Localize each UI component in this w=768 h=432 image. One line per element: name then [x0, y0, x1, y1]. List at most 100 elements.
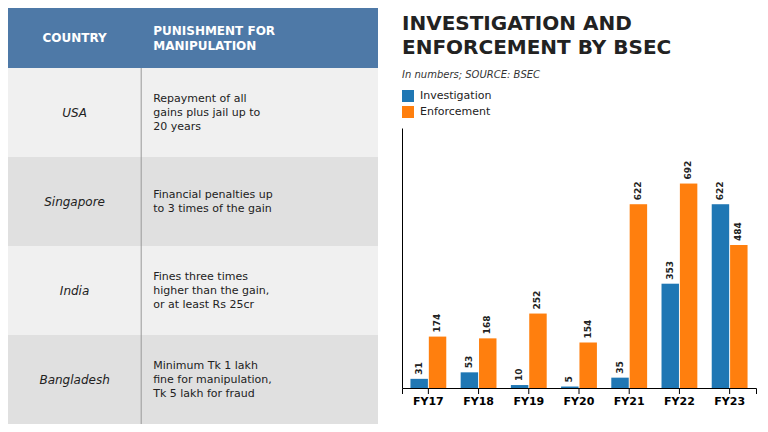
title-line: ENFORCEMENT BY BSEC	[402, 35, 671, 59]
data-label: 174	[432, 314, 442, 333]
text-line: Minimum Tk 1 lakh	[153, 359, 258, 372]
x-tick-label: FY22	[664, 395, 695, 408]
y-axis-line	[402, 129, 403, 389]
x-tick: FY19	[513, 388, 544, 408]
chart-root: COUNTRY PUNISHMENT FORMANIPULATION USA Repa…	[0, 0, 768, 432]
x-tick-mark	[528, 388, 529, 394]
table-cell: Singapore	[44, 194, 105, 208]
data-label: 484	[733, 222, 743, 241]
text-line: USA	[62, 105, 87, 119]
x-tick-mark	[478, 388, 479, 394]
text-line: Fines three times	[153, 270, 248, 283]
x-tick-label: FY21	[614, 395, 645, 408]
bar	[712, 204, 729, 388]
table-row	[8, 335, 378, 424]
table-cell: Fines three timeshigher than the gain,or…	[153, 270, 269, 311]
table-header	[8, 8, 378, 68]
bar	[429, 337, 446, 388]
bar	[511, 385, 528, 388]
table-divider	[141, 68, 142, 424]
x-tick-label: FY19	[513, 395, 544, 408]
text-line: COUNTRY	[42, 31, 107, 45]
table-cell: Bangladesh	[39, 372, 109, 386]
table-row	[8, 246, 378, 335]
table-cell: USA	[62, 105, 87, 119]
text-line: PUNISHMENT FOR	[153, 23, 275, 37]
legend-label: Enforcement	[420, 105, 491, 118]
text-line: or at least Rs 25cr	[153, 298, 254, 311]
data-label: 692	[683, 161, 693, 180]
table-row	[8, 68, 378, 157]
data-label: 154	[583, 320, 593, 339]
x-tick-mark	[428, 388, 429, 394]
bar	[662, 284, 679, 388]
text-line: 20 years	[153, 120, 201, 133]
x-tick-mark	[579, 388, 580, 394]
y-axis	[402, 129, 403, 389]
legend-label: Investigation	[420, 89, 491, 102]
bar	[479, 338, 496, 388]
bar	[680, 184, 697, 388]
table: COUNTRY PUNISHMENT FORMANIPULATION USA Repa…	[8, 8, 378, 424]
text-line: Repayment of all	[153, 92, 246, 105]
x-tick: FY21	[614, 388, 645, 408]
legend-swatch	[402, 90, 414, 102]
chart-title: INVESTIGATION ANDENFORCEMENT BY BSEC	[402, 11, 671, 59]
bar	[561, 387, 578, 388]
text-line: higher than the gain,	[153, 284, 269, 297]
text-line: Tk 5 lakh for fraud	[152, 387, 254, 400]
legend: Investigation Enforcement	[402, 89, 491, 118]
x-tick: FY20	[564, 388, 595, 408]
text-line: India	[60, 283, 89, 297]
data-label: 168	[482, 316, 492, 335]
data-label: 622	[715, 181, 725, 200]
bar	[730, 245, 747, 388]
x-tick-mark	[679, 388, 680, 394]
x-tick: FY17	[413, 388, 444, 408]
bar	[410, 379, 427, 388]
data-label: 31	[414, 362, 424, 375]
x-tick: FY18	[463, 388, 494, 408]
title-line: INVESTIGATION AND	[402, 11, 632, 35]
bar	[461, 372, 478, 388]
bar	[579, 343, 596, 389]
text-line: Singapore	[44, 194, 105, 208]
table-cell: Financial penalties upto 3 times of the …	[153, 188, 273, 215]
text-line: Bangladesh	[39, 372, 109, 386]
x-tick-mark	[629, 388, 630, 394]
text-line: MANIPULATION	[153, 38, 256, 52]
bar	[611, 378, 628, 388]
data-label: 622	[633, 181, 643, 200]
bar	[630, 204, 647, 388]
table-column-header: COUNTRY	[42, 31, 107, 45]
table-cell: Repayment of allgains plus jail up to20 …	[153, 92, 260, 133]
data-labels: 31 53 10 5 35 353 622 174 168 252 154 622 692 484	[414, 161, 744, 383]
text-line: fine for manipulation,	[153, 373, 272, 386]
table-row	[8, 157, 378, 246]
x-axis-line	[403, 389, 757, 395]
data-label: 5	[564, 376, 574, 382]
legend-swatch	[402, 106, 414, 118]
x-tick-mark	[729, 388, 730, 394]
data-label: 35	[615, 361, 625, 374]
text-line: Financial penalties up	[153, 188, 273, 201]
table-cell: India	[60, 283, 89, 297]
x-tick-label: FY17	[413, 395, 444, 408]
text-line: to 3 times of the gain	[153, 202, 272, 215]
x-tick: FY22	[664, 388, 695, 408]
table-column-header: PUNISHMENT FORMANIPULATION	[153, 23, 275, 52]
data-label: 252	[532, 291, 542, 310]
data-label: 353	[665, 261, 675, 280]
data-label: 10	[514, 369, 524, 382]
x-tick-label: FY18	[463, 395, 494, 408]
table-cell: Minimum Tk 1 lakhfine for manipulation,T…	[152, 359, 272, 400]
x-axis: FY17 FY18 FY19 FY20 FY21 FY22 FY23	[403, 388, 757, 408]
text-line: gains plus jail up to	[153, 106, 260, 119]
x-tick: FY23	[714, 388, 745, 408]
bars	[410, 184, 747, 388]
x-tick-label: FY20	[564, 395, 595, 408]
x-tick-label: FY23	[714, 395, 745, 408]
bar	[529, 314, 546, 388]
data-label: 53	[464, 356, 474, 369]
chart-subtitle: In numbers; SOURCE: BSEC	[402, 69, 540, 80]
